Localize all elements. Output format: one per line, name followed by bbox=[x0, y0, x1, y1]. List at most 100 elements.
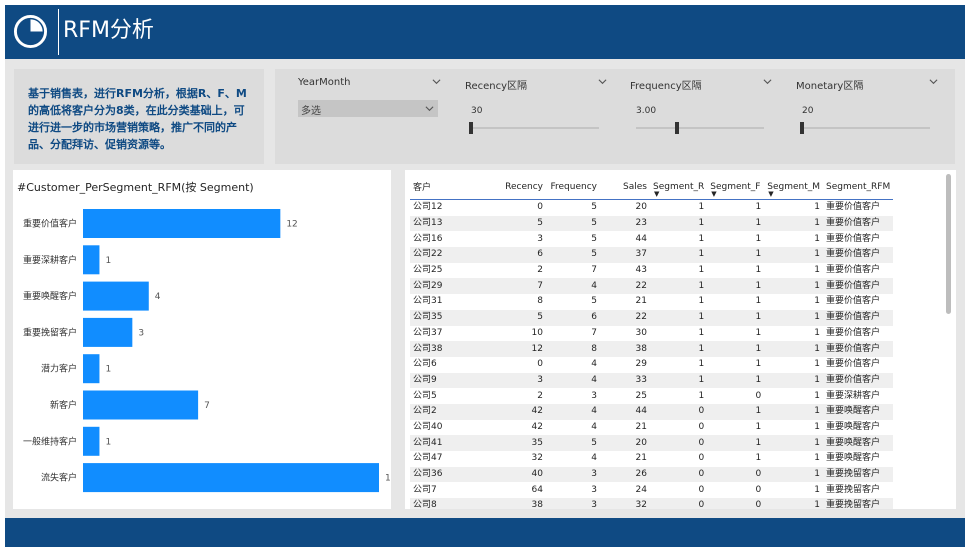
slider-handle[interactable] bbox=[469, 122, 473, 134]
bar[interactable] bbox=[83, 245, 100, 275]
table-cell: 5 bbox=[546, 435, 600, 451]
table-cell: 重要价值客户 bbox=[826, 265, 881, 276]
table-cell: 重要挽留客户 bbox=[823, 466, 894, 483]
table-cell: 公司41 bbox=[410, 435, 488, 451]
table-cell: 4 bbox=[546, 403, 600, 420]
table-cell: 32 bbox=[600, 498, 650, 509]
table-cell: 44 bbox=[635, 233, 647, 244]
bar[interactable] bbox=[83, 354, 100, 384]
table-cell: 4 bbox=[591, 359, 597, 370]
bar[interactable] bbox=[83, 463, 379, 493]
slider-track[interactable] bbox=[471, 127, 599, 129]
slider-track[interactable] bbox=[636, 127, 764, 129]
table-cell: 0 bbox=[755, 390, 762, 401]
table-row[interactable]: 公司13 5 5 23 1 1 1 重要价值客户 bbox=[410, 215, 894, 232]
table-row[interactable]: 公司41 35 5 20 0 1 1 重要唤醒客户 bbox=[410, 435, 894, 451]
table-row[interactable]: 公司6 0 4 29 1 1 1 重要价值客户 bbox=[410, 357, 893, 373]
table-cell: 6 bbox=[488, 247, 546, 263]
table-cell: 1 bbox=[814, 265, 821, 276]
table-row[interactable]: 公司36 40 3 26 0 0 1 重要挽留客户 bbox=[410, 466, 894, 483]
table-row[interactable]: 公司37 10 7 30 1 1 1 重要价值客户 bbox=[410, 326, 893, 342]
slicer-recency: Recency区隔 30 bbox=[465, 77, 610, 157]
bar[interactable] bbox=[83, 209, 281, 238]
bar[interactable] bbox=[83, 390, 199, 420]
table-cell: 重要唤醒客户 bbox=[826, 453, 881, 464]
yearmonth-dropdown[interactable]: 多选 bbox=[298, 100, 438, 117]
table-cell: 1 bbox=[764, 403, 824, 420]
data-label: 7 bbox=[204, 401, 210, 411]
chevron-down-icon[interactable] bbox=[432, 77, 441, 86]
table-cell: 37 bbox=[600, 247, 650, 263]
sort-down-icon: ▼ bbox=[768, 190, 774, 198]
table-row[interactable]: 公司35 5 6 22 1 1 1 重要价值客户 bbox=[410, 309, 894, 326]
table-row[interactable]: 公司40 42 4 21 0 1 1 重要唤醒客户 bbox=[410, 420, 893, 436]
bar[interactable] bbox=[83, 426, 100, 456]
table-row[interactable]: 公司47 32 4 21 0 1 1 重要唤醒客户 bbox=[410, 451, 893, 467]
table-row[interactable]: 公司31 8 5 21 1 1 1 重要价值客户 bbox=[410, 294, 893, 310]
table-cell: 1 bbox=[707, 247, 765, 263]
table-cell: 重要唤醒客户 bbox=[823, 403, 894, 420]
slider-track[interactable] bbox=[802, 127, 930, 129]
slicer-title: Frequency区隔 bbox=[630, 81, 702, 92]
column-header[interactable]: Segment_R ▼ bbox=[650, 174, 708, 200]
table-row[interactable]: 公司9 3 4 33 1 1 1 重要价值客户 bbox=[410, 372, 894, 389]
category-label: 新客户 bbox=[50, 399, 77, 411]
header-divider bbox=[58, 9, 59, 55]
column-header[interactable]: Sales bbox=[600, 174, 650, 200]
table-cell: 32 bbox=[531, 453, 543, 464]
table-cell: 0 bbox=[698, 484, 705, 495]
slider-value: 3.00 bbox=[636, 106, 657, 116]
table-cell: 38 bbox=[600, 341, 650, 357]
table-cell: 公司12 bbox=[413, 202, 443, 213]
table-row[interactable]: 公司7 64 3 24 0 0 1 重要挽留客户 bbox=[410, 482, 893, 498]
data-label: 3 bbox=[138, 328, 144, 338]
table-row[interactable]: 公司38 12 8 38 1 1 1 重要价值客户 bbox=[410, 341, 894, 357]
bar[interactable] bbox=[83, 317, 133, 347]
table-cell: 重要价值客户 bbox=[823, 341, 894, 357]
table-row[interactable]: 公司22 6 5 37 1 1 1 重要价值客户 bbox=[410, 247, 894, 263]
column-header[interactable]: Recency bbox=[488, 174, 546, 200]
chevron-down-icon bbox=[425, 106, 434, 112]
table-cell: 公司8 bbox=[410, 498, 488, 509]
table-cell: 29 bbox=[635, 359, 647, 370]
table-cell: 12 bbox=[488, 341, 546, 357]
table-cell: 重要价值客户 bbox=[826, 233, 881, 244]
table-cell: 1 bbox=[764, 341, 824, 357]
description-text: 基于销售表，进行RFM分析，根据R、F、M的高低将客户分为8类，在此分类基础上，… bbox=[28, 87, 247, 151]
report-footer bbox=[5, 518, 965, 547]
bar[interactable] bbox=[83, 281, 149, 311]
table-cell: 1 bbox=[707, 372, 765, 389]
slider-handle[interactable] bbox=[674, 122, 679, 134]
table-cell: 公司37 bbox=[413, 327, 443, 338]
table-cell: 重要价值客户 bbox=[826, 359, 881, 370]
table-cell: 44 bbox=[600, 403, 650, 420]
table-cell: 公司25 bbox=[413, 265, 443, 276]
table-row[interactable]: 公司12 0 5 20 1 1 1 重要价值客户 bbox=[410, 200, 893, 216]
category-label: 重要挽留客户 bbox=[23, 326, 77, 338]
table-row[interactable]: 公司2 42 4 44 0 1 1 重要唤醒客户 bbox=[410, 403, 894, 420]
pie-chart-icon bbox=[13, 14, 48, 49]
chevron-down-icon[interactable] bbox=[598, 77, 607, 86]
table-cell: 1 bbox=[698, 390, 705, 401]
table-cell: 1 bbox=[814, 202, 821, 213]
table-row[interactable]: 公司25 2 7 43 1 1 1 重要价值客户 bbox=[410, 263, 893, 279]
category-label: 重要深耕客户 bbox=[23, 254, 77, 266]
slider-handle[interactable] bbox=[800, 122, 804, 134]
table-row[interactable]: 公司16 3 5 44 1 1 1 重要价值客户 bbox=[410, 231, 893, 247]
table-cell: 24 bbox=[635, 484, 647, 495]
chevron-down-icon[interactable] bbox=[763, 77, 772, 86]
table-cell: 重要价值客户 bbox=[823, 372, 894, 389]
column-header[interactable]: 客户 bbox=[410, 174, 488, 200]
column-header[interactable]: Segment_F ▼ bbox=[707, 174, 765, 200]
table-row[interactable]: 公司5 2 3 25 1 0 1 重要深耕客户 bbox=[410, 388, 893, 404]
slicer-title: Recency区隔 bbox=[465, 81, 528, 92]
column-header[interactable]: Segment_RFM bbox=[823, 174, 894, 200]
column-header[interactable]: Segment_M ▼ bbox=[764, 174, 824, 200]
table-row[interactable]: 公司8 38 3 32 0 0 1 重要挽留客户 bbox=[410, 498, 894, 509]
table-scrollbar[interactable] bbox=[946, 174, 951, 314]
column-header[interactable]: Frequency bbox=[546, 174, 600, 200]
chevron-down-icon[interactable] bbox=[929, 77, 938, 86]
table-row[interactable]: 公司29 7 4 22 1 1 1 重要价值客户 bbox=[410, 278, 894, 295]
table-cell: 重要挽留客户 bbox=[823, 498, 894, 509]
table-cell: 1 bbox=[698, 233, 705, 244]
